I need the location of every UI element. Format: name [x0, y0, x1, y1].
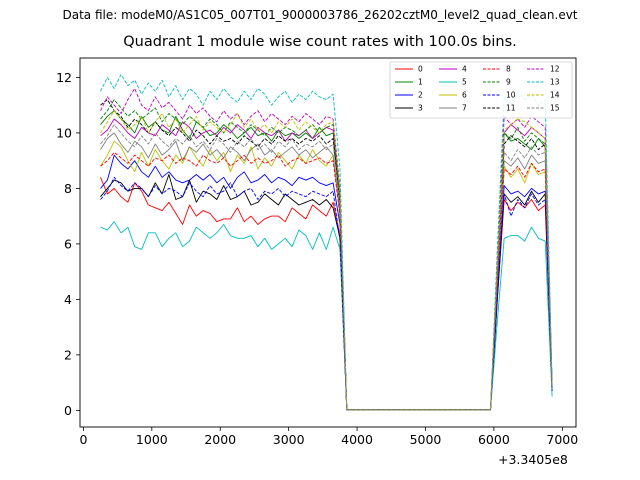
legend-label-14: 14	[550, 91, 560, 100]
series-line-0	[100, 177, 553, 411]
legend-label-5: 5	[462, 78, 467, 87]
y-axis: 0 2 4 6 8 10 12	[56, 70, 80, 418]
y-tick-label: 0	[64, 403, 72, 418]
chart-title: Quadrant 1 module wise count rates with …	[123, 34, 517, 50]
y-tick-label: 8	[64, 181, 72, 196]
x-tick-label: 3000	[273, 432, 305, 447]
x-axis-offset-label: +3.3405e8	[498, 452, 568, 467]
x-tick-label: 1000	[136, 432, 168, 447]
series-line-14	[100, 110, 553, 411]
y-tick-label: 10	[56, 125, 72, 140]
x-axis: 0 1000 2000 3000 4000 5000 6000 7000	[79, 427, 578, 447]
legend-box	[389, 61, 573, 119]
x-tick-label: 2000	[204, 432, 236, 447]
series-line-3	[100, 174, 553, 411]
chart-subtitle: Data file: modeM0/AS1C05_007T01_90000037…	[62, 8, 578, 22]
legend-label-2: 2	[418, 91, 423, 100]
series-line-10	[100, 176, 553, 411]
series-line-5	[100, 221, 553, 411]
series-line-1	[100, 110, 553, 411]
series-line-12	[100, 88, 553, 411]
y-tick-label: 4	[64, 292, 72, 307]
legend-label-4: 4	[462, 65, 467, 74]
legend-label-13: 13	[550, 78, 560, 87]
legend-label-15: 15	[550, 104, 560, 113]
plot-lines	[100, 74, 553, 411]
x-tick-label: 6000	[478, 432, 510, 447]
legend-label-1: 1	[418, 78, 423, 87]
plot-frame	[79, 57, 577, 428]
legend-label-6: 6	[462, 91, 467, 100]
legend-label-7: 7	[462, 104, 467, 113]
y-tick-label: 6	[64, 236, 72, 251]
series-line-6	[100, 140, 553, 411]
series-line-4	[100, 118, 553, 411]
x-tick-label: 7000	[546, 432, 578, 447]
legend-label-9: 9	[506, 78, 511, 87]
series-line-13	[100, 74, 553, 411]
legend-label-11: 11	[506, 104, 516, 113]
legend-label-0: 0	[418, 65, 423, 74]
legend-label-8: 8	[506, 65, 511, 74]
legend-label-3: 3	[418, 104, 423, 113]
y-tick-label: 12	[56, 70, 72, 85]
x-tick-label: 4000	[341, 432, 373, 447]
series-line-8	[100, 151, 553, 411]
series-line-15	[100, 124, 553, 411]
series-line-7	[100, 132, 553, 411]
x-tick-label: 0	[79, 432, 87, 447]
legend-label-12: 12	[550, 65, 560, 74]
series-line-2	[100, 154, 553, 411]
series-line-9	[100, 99, 553, 411]
y-tick-label: 2	[64, 347, 72, 362]
x-tick-label: 5000	[410, 432, 442, 447]
legend-label-10: 10	[506, 91, 516, 100]
